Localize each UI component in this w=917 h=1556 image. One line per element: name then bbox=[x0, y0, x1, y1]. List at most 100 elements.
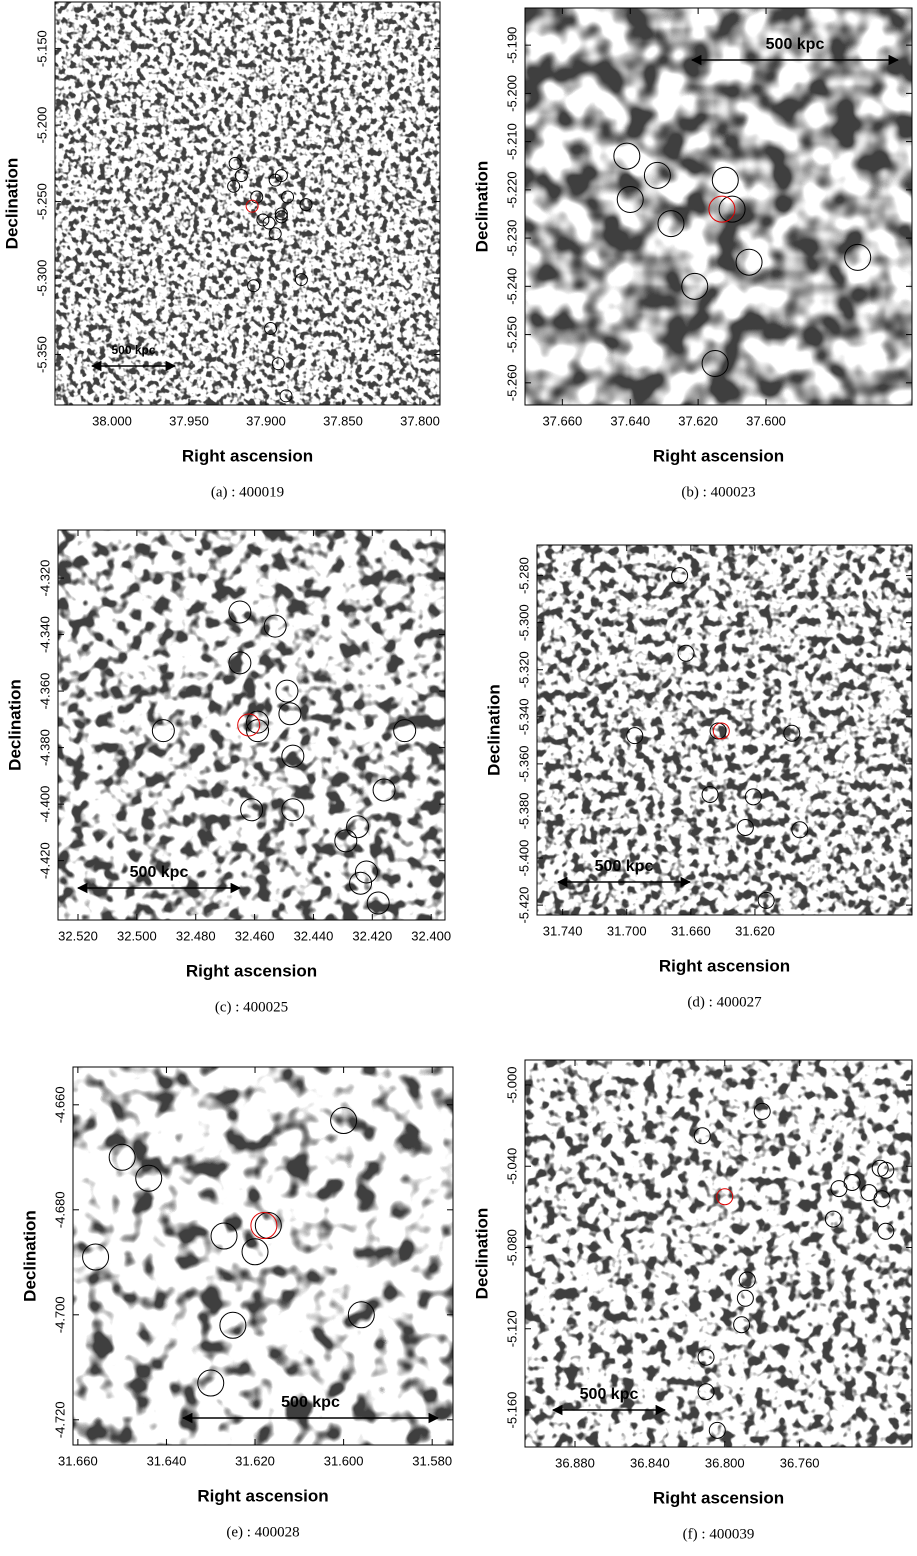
aperture-circle bbox=[393, 719, 417, 743]
panel-caption: (e) : 400028 bbox=[226, 1524, 299, 1540]
sky-noise bbox=[58, 530, 445, 920]
x-axis-label: Right ascension bbox=[653, 1488, 784, 1507]
aperture-circle bbox=[718, 195, 746, 223]
aperture-circle bbox=[735, 248, 763, 276]
y-tick-label: -4.400 bbox=[37, 786, 52, 823]
x-tick-label: 37.600 bbox=[746, 413, 786, 428]
aperture-circle bbox=[254, 1212, 282, 1240]
x-tick-label: 37.800 bbox=[400, 413, 440, 428]
aperture-circle bbox=[268, 173, 282, 187]
y-tick-label: -5.340 bbox=[516, 698, 531, 735]
aperture-circle bbox=[844, 243, 872, 271]
aperture-circle bbox=[366, 891, 390, 915]
aperture-circle bbox=[246, 719, 270, 743]
aperture-circle bbox=[334, 829, 358, 853]
x-tick-label: 32.440 bbox=[294, 928, 334, 943]
aperture-circle bbox=[626, 727, 644, 745]
sky-noise bbox=[55, 2, 440, 405]
aperture-circle bbox=[738, 1271, 756, 1289]
plot-frame bbox=[524, 1059, 913, 1448]
x-axis-label: Right ascension bbox=[182, 446, 313, 465]
panel: 36.880 36.840 36.800 36.760 -5.000 -5.040 -5.0… bbox=[472, 1059, 913, 1542]
scale-label: 500 kpc bbox=[580, 1386, 639, 1403]
y-tick-label: -5.250 bbox=[34, 183, 49, 220]
aperture-circle bbox=[671, 567, 689, 585]
aperture-circle bbox=[278, 702, 302, 726]
x-tick-label: 31.660 bbox=[671, 923, 711, 938]
x-tick-label: 36.840 bbox=[630, 1455, 670, 1470]
plot-frame bbox=[57, 529, 446, 921]
aperture-circle bbox=[219, 1311, 247, 1339]
x-tick-label: 31.700 bbox=[607, 923, 647, 938]
aperture-circle bbox=[197, 1369, 225, 1397]
y-tick-label: -5.160 bbox=[504, 1392, 519, 1429]
y-tick-label: -5.200 bbox=[504, 75, 519, 112]
x-tick-label: 36.880 bbox=[555, 1455, 595, 1470]
panel: 32.520 32.500 32.480 32.460 32.440 32.420 32.4… bbox=[5, 529, 451, 1015]
sky-noise bbox=[73, 1067, 453, 1445]
aperture-circle bbox=[877, 1161, 895, 1179]
x-tick-label: 31.580 bbox=[412, 1453, 452, 1468]
panel-caption: (b) : 400023 bbox=[681, 484, 755, 500]
y-tick-label: -5.380 bbox=[516, 793, 531, 830]
x-axis-label: Right ascension bbox=[653, 446, 784, 465]
sky-noise bbox=[525, 1060, 912, 1447]
x-tick-label: 37.850 bbox=[323, 413, 363, 428]
aperture-circle bbox=[877, 1222, 895, 1240]
aperture-circle bbox=[241, 1238, 269, 1266]
aperture-circle bbox=[824, 1210, 842, 1228]
aperture-circle bbox=[733, 1316, 751, 1334]
aperture-circle bbox=[716, 1188, 734, 1206]
x-tick-label: 32.420 bbox=[352, 928, 392, 943]
aperture-circle bbox=[274, 210, 288, 224]
aperture-circle bbox=[736, 1289, 754, 1307]
y-tick-label: -4.320 bbox=[37, 560, 52, 597]
aperture-circle bbox=[262, 216, 276, 230]
y-tick-label: -5.320 bbox=[516, 651, 531, 688]
aperture-circle bbox=[697, 1383, 715, 1401]
y-tick-label: -4.340 bbox=[37, 616, 52, 653]
panel: 38.000 37.950 37.900 37.850 37.800 -5.150 -5.2… bbox=[2, 1, 441, 500]
aperture-circle bbox=[82, 1243, 110, 1271]
aperture-circle bbox=[657, 210, 685, 238]
y-tick-label: -5.300 bbox=[34, 260, 49, 297]
panel: 37.660 37.640 37.620 37.600 -5.190 -5.200 -5.2… bbox=[472, 7, 913, 500]
x-axis-label: Right ascension bbox=[186, 961, 317, 980]
aperture-circle bbox=[294, 273, 308, 287]
aperture-circle bbox=[708, 1421, 726, 1439]
x-tick-label: 37.660 bbox=[542, 413, 582, 428]
aperture-circle bbox=[263, 614, 287, 638]
y-axis-label: Declination bbox=[2, 158, 21, 250]
y-tick-label: -5.190 bbox=[504, 27, 519, 64]
x-axis-label: Right ascension bbox=[197, 1486, 328, 1505]
x-tick-label: 32.500 bbox=[117, 928, 157, 943]
aperture-circle bbox=[228, 600, 252, 624]
y-tick-label: -5.300 bbox=[516, 604, 531, 641]
x-tick-label: 32.520 bbox=[58, 928, 98, 943]
y-tick-label: -4.700 bbox=[52, 1296, 67, 1333]
aperture-circle bbox=[135, 1164, 163, 1192]
panel-caption: (f) : 400039 bbox=[683, 1526, 755, 1542]
x-tick-label: 31.660 bbox=[58, 1453, 98, 1468]
aperture-circle bbox=[753, 1102, 771, 1120]
aperture-circle bbox=[299, 198, 313, 212]
y-tick-label: -5.080 bbox=[504, 1229, 519, 1266]
y-tick-label: -4.660 bbox=[52, 1086, 67, 1123]
y-tick-label: -4.360 bbox=[37, 673, 52, 710]
y-tick-label: -5.420 bbox=[516, 887, 531, 924]
panel-caption: (c) : 400025 bbox=[215, 999, 288, 1015]
aperture-circle bbox=[281, 798, 305, 822]
x-tick-label: 37.900 bbox=[246, 413, 286, 428]
scale-label: 500 kpc bbox=[595, 858, 654, 875]
plot-frame bbox=[54, 1, 441, 406]
y-tick-label: -5.230 bbox=[504, 220, 519, 257]
aperture-circle bbox=[616, 186, 644, 214]
aperture-circle bbox=[643, 161, 671, 189]
y-tick-label: -4.680 bbox=[52, 1191, 67, 1228]
y-axis-label: Declination bbox=[484, 684, 503, 776]
panel: 31.660 31.640 31.620 31.600 31.580 -4.660 -4.6… bbox=[20, 1066, 454, 1540]
x-axis-label: Right ascension bbox=[659, 956, 790, 975]
aperture-circle bbox=[711, 166, 739, 194]
